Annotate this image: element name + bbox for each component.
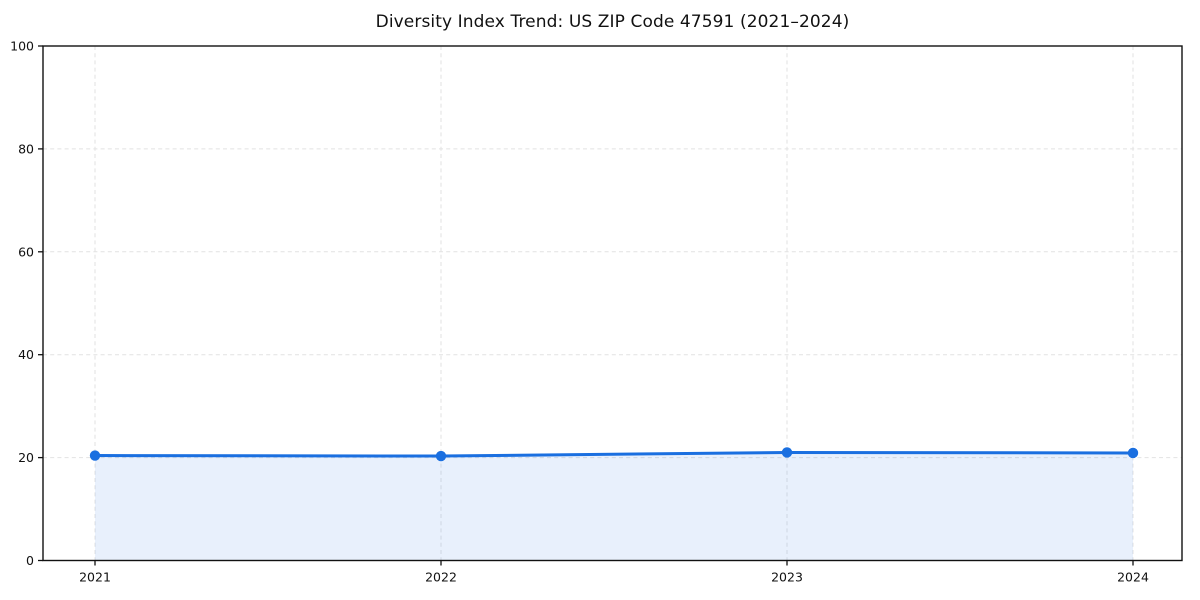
axes-frame <box>42 45 1183 562</box>
data-point-marker <box>435 450 447 462</box>
x-tick-label: 2021 <box>79 570 111 585</box>
data-point-marker <box>89 450 101 461</box>
y-tick-label: 60 <box>18 244 34 259</box>
y-tick-label: 40 <box>18 347 34 362</box>
x-tick-label: 2022 <box>425 570 457 585</box>
trend-line <box>93 450 1135 458</box>
data-point-marker <box>1127 447 1139 459</box>
y-tick-label: 100 <box>10 39 34 54</box>
y-tick-label: 80 <box>18 141 34 156</box>
chart-title: Diversity Index Trend: US ZIP Code 47591… <box>375 12 850 32</box>
y-tick-label: 20 <box>18 450 34 465</box>
area-fill <box>95 452 1133 561</box>
x-tick-label: 2024 <box>1117 570 1149 585</box>
data-point-marker <box>781 447 793 458</box>
x-tick-label: 2023 <box>771 570 803 585</box>
y-tick-label: 0 <box>26 553 34 568</box>
